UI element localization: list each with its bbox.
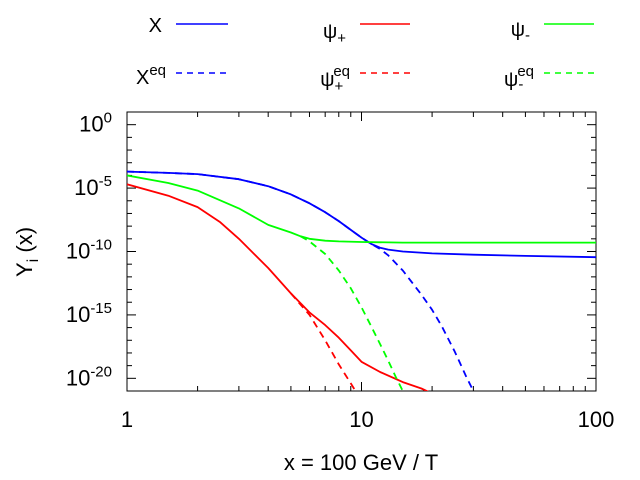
y-axis-ticks [127,111,596,392]
series-line-psi-minus [127,174,596,244]
y-tick-label: 10-15 [66,300,112,327]
y-tick-label-base: 10 [66,365,90,390]
legend-label-x-eq: Xeq [136,62,166,89]
y-tick-label-exp: -5 [99,173,112,190]
legend-label-x: X [149,15,162,37]
y-tick-label: 10-20 [66,363,112,390]
series-line-x [127,170,596,259]
y-tick-label-exp: -10 [90,237,112,254]
legend-label-x-eq-sup: eq [149,62,166,79]
y-tick-label-base: 10 [66,302,90,327]
legend-label-psi-minus-eq-sub: - [518,76,523,93]
y-tick-label-exp: -15 [90,300,112,317]
x-tick-label: 100 [578,407,615,432]
legend: X ψ+ ψ- Xeq ψ+eq ψ-eq [136,15,594,95]
series-layer [127,170,596,391]
series-line-psi-plus [127,183,429,391]
legend-entry-psi-plus: ψ+ [323,21,410,47]
x-axis-tick-labels: 1 10 100 [121,407,614,432]
legend-entry-x-eq: Xeq [136,62,228,89]
x-tick-label: 10 [349,407,373,432]
legend-label-psi-minus-eq: ψ-eq [504,63,534,93]
legend-entry-psi-minus: ψ- [511,19,594,44]
legend-label-psi-plus-eq-sup: eq [333,63,350,80]
y-tick-label-base: 10 [66,239,90,264]
x-axis-ticks [126,112,586,391]
legend-label-psi-plus-eq-sub: + [335,78,344,95]
x-tick-label: 1 [121,407,133,432]
y-axis-label-tail: (x) [12,227,37,259]
series-line-psi-plus-eq [290,292,357,391]
legend-entry-x: X [149,15,228,37]
legend-label-psi-plus: ψ+ [323,21,346,47]
y-tick-label: 10-10 [66,237,112,264]
legend-label-psi-plus-eq: ψ+eq [320,63,350,95]
y-tick-label-exp: 0 [104,110,112,127]
y-tick-label-base: 10 [79,112,103,137]
plot-frame [126,111,597,392]
series-line-xeq [127,170,475,391]
y-tick-label-base: 10 [74,175,98,200]
y-tick-label-exp: -20 [90,363,112,380]
x-axis-label: x = 100 GeV / T [284,450,438,475]
legend-label-psi-minus: ψ- [511,19,530,44]
y-tick-label: 10-5 [74,173,112,200]
series-line-psi-minus-eq [300,235,404,391]
legend-label-psi-plus-sub: + [337,30,346,47]
legend-entry-psi-minus-eq: ψ-eq [504,63,594,93]
legend-entry-psi-plus-eq: ψ+eq [320,63,410,95]
legend-label-psi-minus-sub: - [525,27,530,44]
y-axis-label: Yi (x) [12,227,42,277]
y-tick-label: 100 [79,110,112,137]
y-axis-label-sub: i [25,259,42,263]
legend-label-psi-minus-eq-sup: eq [517,63,534,80]
